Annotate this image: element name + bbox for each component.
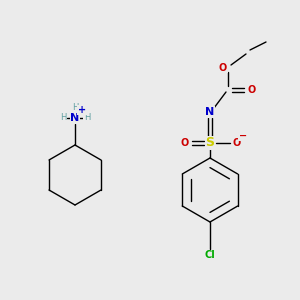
Text: N: N xyxy=(206,107,214,117)
Text: O: O xyxy=(233,138,241,148)
Text: +: + xyxy=(78,105,86,115)
Text: H: H xyxy=(60,113,66,122)
Text: H: H xyxy=(84,113,90,122)
Text: Cl: Cl xyxy=(205,250,215,260)
Text: H: H xyxy=(72,103,78,112)
Text: O: O xyxy=(219,63,227,73)
Text: O: O xyxy=(248,85,256,95)
Text: O: O xyxy=(181,138,189,148)
Text: −: − xyxy=(239,131,247,141)
Text: S: S xyxy=(206,136,214,149)
Text: N: N xyxy=(70,113,80,123)
